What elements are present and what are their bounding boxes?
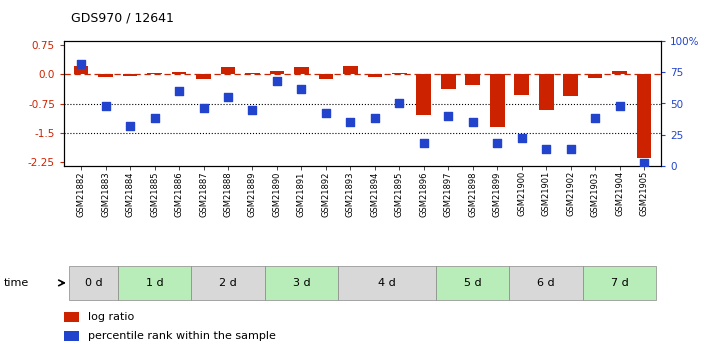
Bar [368,75,383,78]
Bar [539,75,554,110]
Bar [343,66,358,75]
Bar [64,331,79,341]
Bar [441,75,456,89]
Bar [588,75,602,78]
Point [540,147,552,152]
Text: percentile rank within the sample: percentile rank within the sample [88,331,276,341]
Point [173,88,185,94]
Point [614,103,625,109]
Bar [147,73,162,75]
Point [320,111,331,116]
Point [394,101,405,106]
Text: 1 d: 1 d [146,278,164,288]
Point [124,123,136,129]
Text: time: time [4,278,29,288]
Bar [637,75,651,158]
Bar [220,67,235,75]
Point [638,160,650,166]
Bar [64,312,79,322]
Bar [338,266,436,300]
Point [75,61,87,67]
Bar [98,75,113,78]
Point [345,119,356,125]
Bar [612,71,627,75]
Bar [417,75,431,115]
Text: 7 d: 7 d [611,278,629,288]
Bar [510,266,583,300]
Bar [191,266,264,300]
Text: 3 d: 3 d [293,278,310,288]
Point [565,147,577,152]
Point [100,103,112,109]
Point [223,95,234,100]
Point [296,86,307,91]
Bar [514,75,529,95]
Text: GDS970 / 12641: GDS970 / 12641 [71,11,174,24]
Bar [74,66,88,75]
Bar [69,266,118,300]
Text: 2 d: 2 d [219,278,237,288]
Bar [123,75,137,76]
Bar [196,75,211,79]
Bar [269,71,284,75]
Point [589,116,601,121]
Text: 6 d: 6 d [538,278,555,288]
Text: 4 d: 4 d [378,278,396,288]
Text: 5 d: 5 d [464,278,481,288]
Text: 0 d: 0 d [85,278,102,288]
Point [149,116,160,121]
Bar [171,72,186,75]
Point [467,119,479,125]
Point [198,106,209,111]
Point [516,136,528,141]
Bar [245,73,260,75]
Bar [436,266,510,300]
Bar [118,266,191,300]
Text: log ratio: log ratio [88,312,134,322]
Bar [563,75,578,96]
Point [272,78,283,84]
Bar [319,75,333,79]
Point [491,140,503,146]
Point [442,113,454,119]
Bar [294,67,309,75]
Bar [466,75,480,85]
Point [369,116,380,121]
Bar [392,73,407,75]
Bar [583,266,656,300]
Point [247,107,258,112]
Bar [490,75,505,127]
Point [418,140,429,146]
Bar [264,266,338,300]
